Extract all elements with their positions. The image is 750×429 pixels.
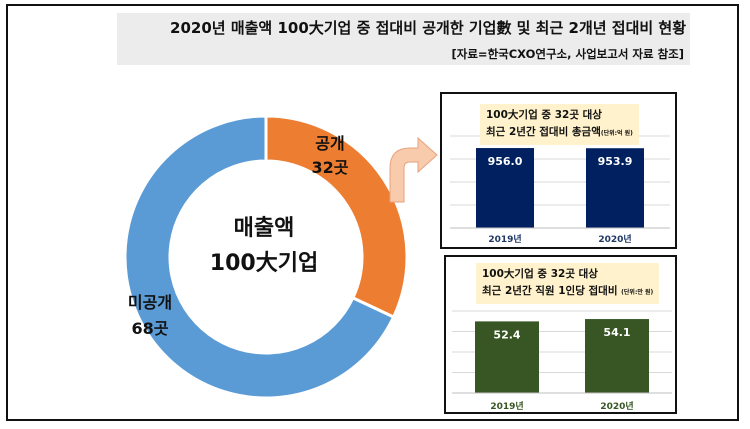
panel-total-entertainment: 956.0 2019년 953.9 2020년 100大기업 중 32곳 대상 최근 …: [440, 92, 677, 249]
data-label: 953.9: [598, 155, 633, 168]
data-label: 54.1: [603, 326, 630, 339]
category-label: 2019년: [488, 233, 521, 245]
panel-title-per-employee-main: 최근 2년간 직원 1인당 접대비: [482, 285, 618, 297]
page-title: 2020년 매출액 100大기업 중 접대비 공개한 기업數 및 최근 2개년 …: [170, 19, 686, 37]
donut-slice-disclosed: [264, 114, 409, 320]
data-label: 956.0: [488, 155, 523, 168]
panel-title-total-line-2: 최근 2년간 접대비 총금액(단위:억 원): [486, 124, 633, 142]
slice-label-disclosed: 공개 32곳: [290, 132, 370, 180]
category-label: 2020년: [598, 233, 631, 245]
panel-title-per-employee-line-2: 최근 2년간 직원 1인당 접대비 (단위:만 원): [482, 283, 653, 301]
panel-title-total-line-1: 100大기업 중 32곳 대상: [486, 109, 602, 121]
panel-title-per-employee-line-1: 100大기업 중 32곳 대상: [482, 268, 598, 280]
slice-label-disclosed-name: 공개: [315, 134, 345, 153]
donut-slice-undisclosed: [123, 114, 396, 400]
bar-2020년: [586, 148, 644, 228]
category-label: 2020년: [600, 400, 633, 412]
title-bar: 2020년 매출액 100大기업 중 접대비 공개한 기업數 및 최근 2개년 …: [117, 13, 690, 65]
source-note: [자료=한국CXO연구소, 사업보고서 자료 참조]: [451, 47, 684, 61]
panel-title-total: 100大기업 중 32곳 대상 최근 2년간 접대비 총금액(단위:억 원): [480, 104, 639, 145]
panel-title-per-employee: 100大기업 중 32곳 대상 최근 2년간 직원 1인당 접대비 (단위:만 …: [476, 263, 660, 304]
bar-chart-total: 956.0 2019년 953.9 2020년: [450, 135, 670, 245]
slice-label-undisclosed-name: 미공개: [127, 293, 173, 312]
slice-label-undisclosed: 미공개 68곳: [105, 290, 195, 342]
slide-frame: [6, 4, 739, 421]
category-label: 2019년: [490, 400, 523, 412]
panel-unit-total: (단위:억 원): [600, 130, 633, 137]
bar-2019년: [475, 321, 539, 393]
slice-label-undisclosed-value: 68곳: [131, 319, 169, 338]
bar-2019년: [476, 148, 534, 228]
donut-center-line-2: 100大기업: [209, 251, 319, 276]
bar-2020년: [585, 319, 649, 393]
panel-per-employee: 52.4 2019년 54.1 2020년 100大기업 중 32곳 대상 최근 2년…: [444, 255, 677, 414]
slice-label-disclosed-value: 32곳: [311, 158, 349, 177]
callout-arrow-icon: [389, 136, 438, 203]
bar-chart-per-employee: 52.4 2019년 54.1 2020년: [452, 310, 672, 412]
panel-unit-per-employee: (단위:만 원): [621, 289, 654, 296]
panel-title-total-main: 최근 2년간 접대비 총금액: [486, 126, 601, 138]
donut-center-line-1: 매출액: [233, 216, 295, 241]
data-label: 52.4: [493, 328, 520, 341]
